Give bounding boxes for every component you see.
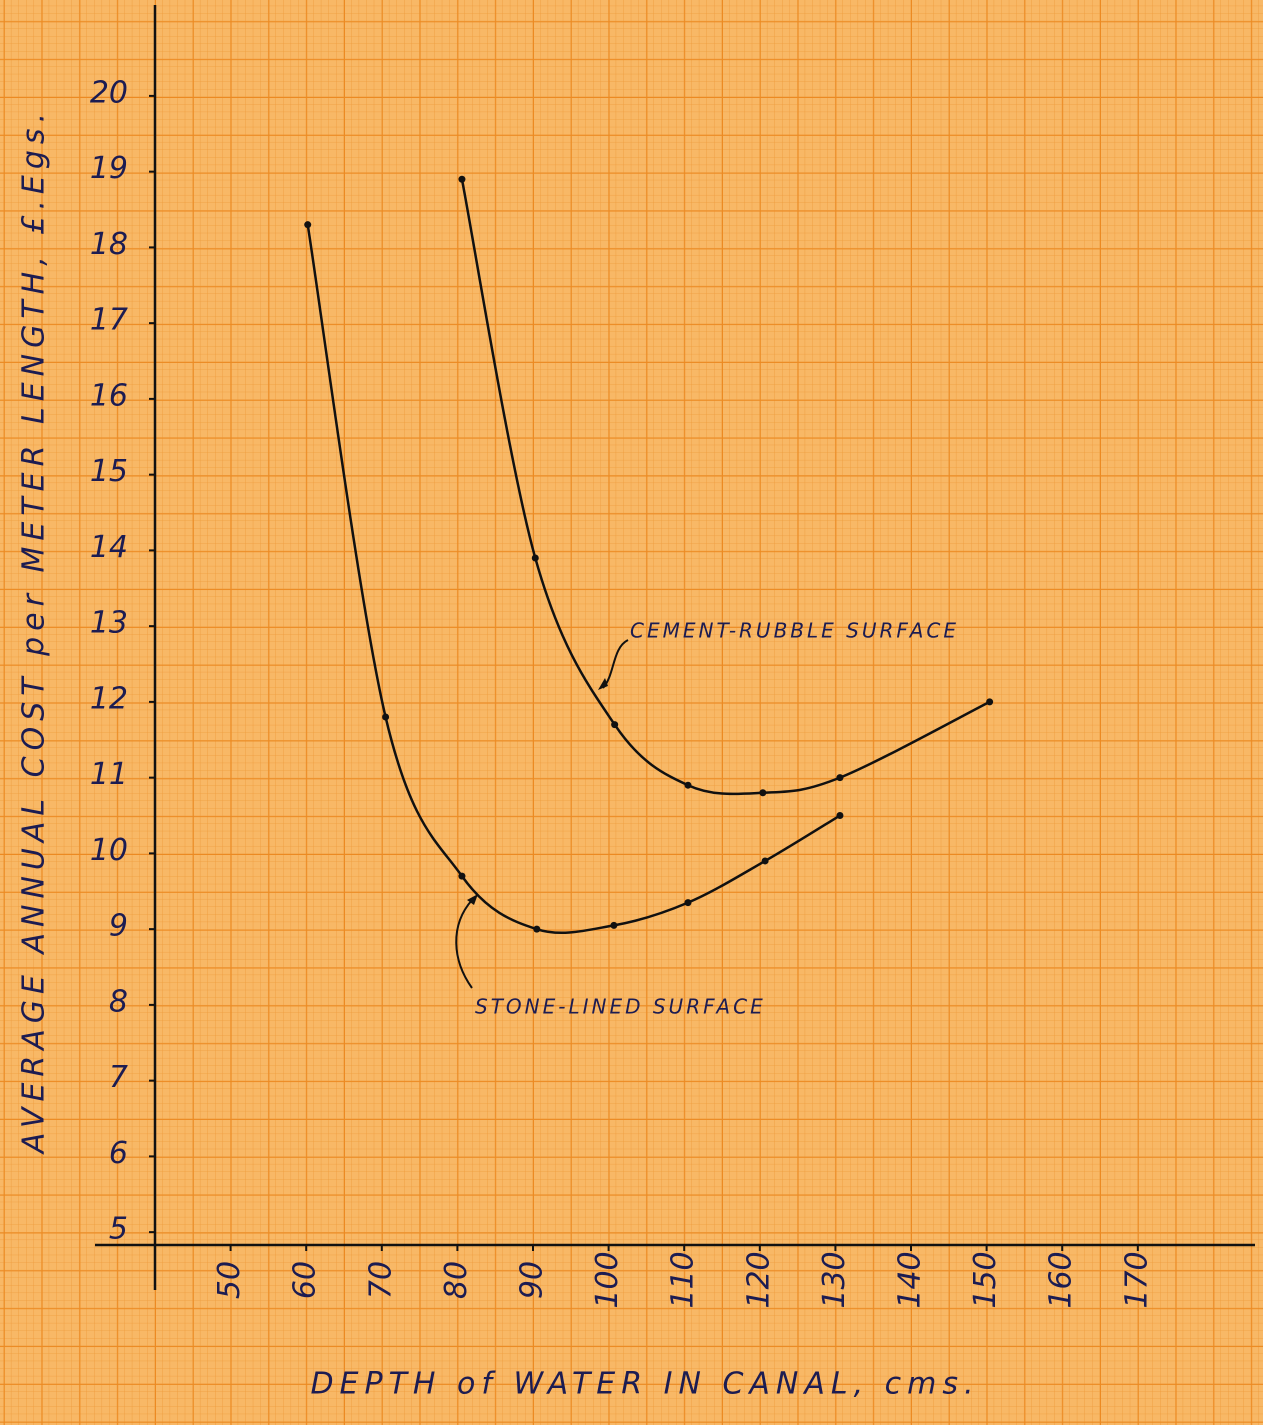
point	[684, 782, 691, 789]
x-tick-label: 60	[288, 1261, 323, 1299]
x-tick-label: 70	[363, 1261, 398, 1299]
chart: DEPTH of WATER IN CANAL, cms. AVERAGE AN…	[0, 0, 1263, 1425]
point	[532, 554, 539, 561]
point	[762, 857, 769, 864]
x-tick-label: 100	[590, 1251, 625, 1308]
y-tick-label: 17	[90, 303, 128, 338]
y-tick-label: 20	[90, 75, 128, 110]
x-tick-label: 80	[439, 1261, 474, 1299]
x-tick-label: 140	[893, 1251, 928, 1308]
y-tick-label: 5	[109, 1212, 128, 1247]
point	[382, 714, 389, 721]
x-tick-label: 110	[666, 1251, 701, 1308]
point	[610, 922, 617, 929]
y-axis-label: AVERAGE ANNUAL COST per METER LENGTH, £.…	[17, 107, 52, 1155]
paper-major-grid	[0, 0, 1263, 1425]
point	[836, 774, 843, 781]
point	[611, 721, 618, 728]
point	[458, 176, 465, 183]
y-tick-label: 14	[90, 530, 128, 565]
x-tick-label: 170	[1119, 1251, 1154, 1308]
x-tick-label: 130	[817, 1251, 852, 1308]
y-tick-label: 15	[90, 454, 128, 489]
y-tick-label: 6	[109, 1136, 128, 1171]
point	[304, 221, 311, 228]
point	[458, 873, 465, 880]
x-axis-label: DEPTH of WATER IN CANAL, cms.	[310, 1367, 979, 1402]
y-tick-label: 8	[109, 984, 128, 1019]
point	[836, 812, 843, 819]
x-tick-label: 160	[1044, 1251, 1079, 1308]
y-tick-label: 16	[90, 378, 128, 413]
annotation: CEMENT-RUBBLE SURFACE	[630, 619, 959, 643]
point	[533, 926, 540, 933]
x-tick-label: 120	[741, 1251, 776, 1308]
point	[684, 899, 691, 906]
y-tick-label: 19	[90, 151, 128, 186]
x-tick-label: 90	[515, 1261, 550, 1299]
annotation: STONE-LINED SURFACE	[475, 995, 766, 1019]
y-tick-label: 18	[90, 227, 128, 262]
y-tick-label: 13	[90, 606, 128, 641]
y-tick-label: 7	[109, 1060, 128, 1095]
x-tick-label: 50	[212, 1261, 247, 1299]
point	[759, 789, 766, 796]
y-tick-label: 11	[90, 757, 128, 792]
y-tick-label: 12	[90, 681, 128, 716]
point	[986, 698, 993, 705]
y-tick-label: 10	[90, 833, 128, 868]
x-tick-label: 150	[968, 1251, 1003, 1308]
y-tick-label: 9	[109, 909, 128, 944]
